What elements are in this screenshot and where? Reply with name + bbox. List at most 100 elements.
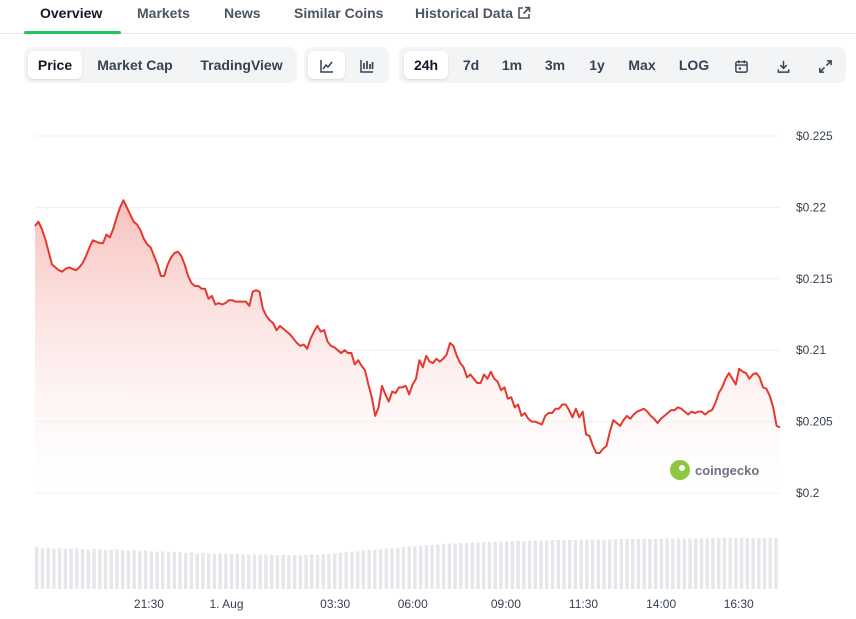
- volume-bar: [143, 550, 148, 589]
- volume-bar: [659, 538, 664, 589]
- price-line[interactable]: [34, 199, 781, 455]
- volume-bar: [682, 538, 687, 589]
- volume-bar: [567, 540, 572, 589]
- volume-bar: [52, 548, 56, 589]
- candlestick-chart-button[interactable]: [348, 51, 385, 79]
- volume-bar: [338, 552, 343, 589]
- volume-bar: [482, 542, 486, 589]
- range-1y-button[interactable]: 1y: [589, 57, 605, 73]
- y-tick-label: $0.2: [796, 486, 820, 500]
- volume-bar: [441, 544, 446, 589]
- volume-bar: [264, 554, 268, 589]
- volume-bar: [413, 546, 417, 589]
- volume-bar: [493, 541, 497, 589]
- volume-bar: [86, 549, 91, 589]
- tab-news[interactable]: News: [224, 5, 261, 21]
- volume-bar: [596, 539, 601, 589]
- y-tick-label: $0.225: [796, 129, 833, 143]
- metric-toggle-group: Price Market Cap TradingView: [24, 47, 297, 83]
- log-scale-button[interactable]: LOG: [678, 57, 710, 73]
- volume-bar: [550, 540, 555, 589]
- calendar-button[interactable]: [725, 51, 757, 79]
- fullscreen-button[interactable]: [809, 51, 841, 79]
- tradingview-button[interactable]: TradingView: [200, 57, 283, 73]
- price-button[interactable]: Price: [28, 51, 82, 79]
- volume-bar: [545, 540, 549, 589]
- volume-bar: [80, 549, 85, 589]
- volume-bar: [287, 555, 291, 589]
- line-chart-icon: [319, 60, 333, 74]
- line-chart-button[interactable]: [308, 51, 345, 79]
- range-1m-button[interactable]: 1m: [501, 57, 523, 73]
- range-3m-button[interactable]: 3m: [544, 57, 566, 73]
- volume-bar: [247, 554, 251, 589]
- volume-bar: [705, 538, 709, 589]
- volume-bar: [613, 539, 618, 589]
- volume-bar: [138, 551, 142, 589]
- tab-historical-data[interactable]: Historical Data: [415, 5, 531, 21]
- x-tick-label: 1. Aug: [210, 597, 244, 611]
- volume-bar: [333, 553, 337, 589]
- volume-bar: [63, 549, 68, 589]
- volume-bar: [631, 539, 635, 589]
- volume-bar: [298, 555, 303, 589]
- volume-bar: [132, 550, 136, 589]
- tab-markets[interactable]: Markets: [137, 5, 190, 21]
- range-7d-button[interactable]: 7d: [462, 57, 480, 73]
- volume-bar: [229, 554, 234, 589]
- volume-bar: [751, 538, 755, 589]
- download-button[interactable]: [767, 51, 799, 79]
- volume-bar: [390, 548, 394, 589]
- volume-bar: [327, 553, 331, 589]
- volume-bar: [573, 540, 578, 589]
- volume-bar: [126, 550, 131, 589]
- download-icon: [777, 60, 789, 73]
- x-tick-label: 14:00: [646, 597, 676, 611]
- volume-bar: [218, 553, 222, 589]
- volume-bar: [470, 542, 474, 589]
- volume-bar: [184, 552, 188, 589]
- tab-similar-coins[interactable]: Similar Coins: [294, 5, 384, 21]
- volume-bar: [453, 543, 457, 589]
- volume-bar: [155, 551, 159, 589]
- range-max-button[interactable]: Max: [628, 57, 656, 73]
- volume-bar: [281, 554, 285, 589]
- volume-bar: [562, 540, 566, 589]
- tab-historical-data-label: Historical Data: [415, 5, 514, 21]
- volume-bar: [46, 547, 50, 589]
- volume-bar: [40, 548, 45, 589]
- x-tick-label: 09:00: [491, 597, 521, 611]
- volume-bar: [361, 550, 366, 589]
- volume-bar: [275, 555, 280, 589]
- volume-bar: [418, 545, 423, 589]
- tab-overview[interactable]: Overview: [40, 5, 103, 21]
- calendar-icon: [734, 60, 748, 73]
- volume-bar: [384, 548, 389, 589]
- volume-bar: [728, 538, 732, 589]
- market-cap-button[interactable]: Market Cap: [97, 57, 173, 73]
- y-tick-label: $0.215: [796, 272, 833, 286]
- volume-bar: [224, 553, 228, 589]
- volume-bar: [195, 553, 199, 589]
- volume-bar: [75, 548, 79, 589]
- x-tick-label: 21:30: [134, 597, 164, 611]
- volume-bar: [539, 540, 543, 589]
- volume-bar: [212, 553, 217, 589]
- coingecko-logo-icon: [670, 460, 690, 480]
- volume-bar: [648, 539, 652, 589]
- volume-bar: [585, 539, 589, 589]
- price-area-fill: [35, 200, 780, 493]
- range-24h-button[interactable]: 24h: [404, 51, 448, 79]
- volume-bar: [608, 539, 612, 589]
- volume-bar: [625, 539, 629, 589]
- volume-bar: [671, 538, 675, 589]
- volume-bar: [768, 538, 772, 589]
- volume-bar: [762, 538, 767, 589]
- volume-bar: [424, 545, 429, 589]
- volume-bar: [739, 538, 744, 589]
- volume-bar: [321, 554, 325, 589]
- volume-bar: [516, 541, 520, 589]
- volume-bar: [430, 545, 434, 589]
- x-tick-label: 16:30: [724, 597, 754, 611]
